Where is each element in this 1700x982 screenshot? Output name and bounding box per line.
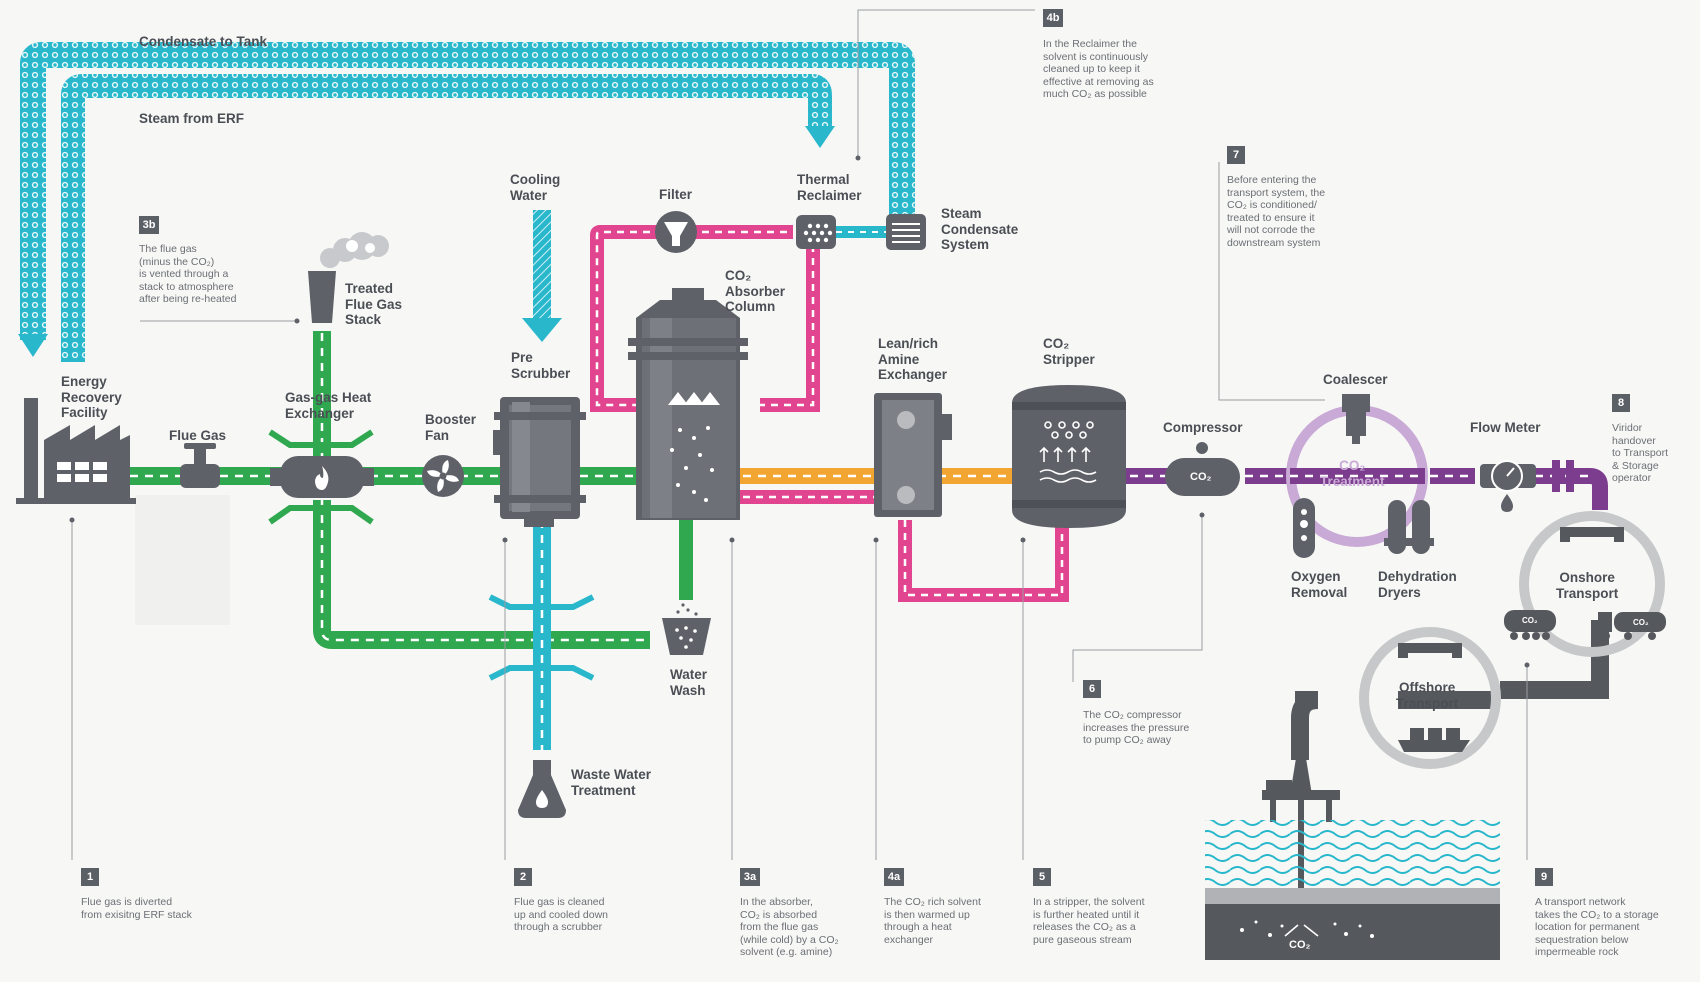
badge-3b: 3b [139,216,159,234]
label-treated-flue-gas-stack: Treated Flue Gas Stack [345,281,403,327]
label-lean-rich-amine-exchanger: Lean/rich Amine Exchanger [878,336,948,382]
note-4a: The CO₂ rich solvent is then warmed up t… [884,896,981,946]
label-waste-water-treatment: Waste Water Treatment [571,767,652,798]
label-steam-condensate-system: Steam Condensate System [941,206,1019,252]
seabed-co2-tag: CO₂ [1289,939,1311,951]
cooling-water-line [522,210,562,750]
steam-condensate-system [886,214,926,250]
condensate-loop [18,42,915,357]
label-cooling-water: Cooling Water [510,172,561,203]
flue-gas-valve [180,443,220,488]
oxygen-removal [1293,498,1315,558]
label-energy-recovery-facility: Energy Recovery Facility [61,374,122,420]
waste-water-treatment [518,760,566,818]
note-3b: The flue gas (minus the CO₂) is vented t… [139,243,237,306]
label-co2-treatment: CO₂ Treatment [1320,458,1385,489]
background-watermark [135,495,230,625]
co2-stripper [1012,385,1126,528]
label-co2-absorber-column: CO₂ Absorber Column [725,268,786,314]
label-flue-gas: Flue Gas [169,428,227,443]
note-9: A transport network takes the CO₂ to a s… [1535,896,1659,959]
energy-recovery-facility [16,398,136,504]
note-7: Before entering the transport system, th… [1227,174,1326,249]
badge-7: 7 [1227,146,1245,164]
label-co2-stripper: CO₂ Stripper [1043,336,1095,367]
compressor [1165,442,1240,496]
label-compressor: Compressor [1163,420,1243,435]
badge-5: 5 [1033,868,1051,886]
note-6: The CO₂ compressor increases the pressur… [1083,709,1190,747]
note-2: Flue gas is cleaned up and cooled down t… [514,896,608,934]
note-3a: In the absorber, CO₂ is absorbed from th… [740,896,839,959]
offshore-transport [1359,627,1501,769]
badge-4a: 4a [884,868,904,886]
thermal-reclaimer [796,215,888,249]
sea [1205,820,1500,960]
gas-gas-heat-exchanger [268,429,374,525]
booster-fan [422,455,464,497]
badge-2: 2 [514,868,532,886]
badge-8: 8 [1612,394,1630,412]
label-pre-scrubber: Pre Scrubber [511,350,571,381]
label-thermal-reclaimer: Thermal Reclaimer [797,172,862,203]
badge-9: 9 [1535,868,1553,886]
label-offshore-transport: Offshore Transport [1396,680,1459,711]
label-coalescer: Coalescer [1323,372,1388,387]
badge-4b: 4b [1043,9,1063,27]
compressor-co2-tag: CO₂ [1190,471,1212,483]
note-4b: In the Reclaimer the solvent is continuo… [1043,38,1154,101]
flow-meter [1480,460,1536,512]
pre-scrubber [488,397,595,681]
coalescer [1342,394,1370,444]
note-5: In a stripper, the solvent is further he… [1033,896,1145,946]
truck-co2-tag: CO₂ [1633,618,1649,627]
onshore-transport [1504,511,1666,657]
badge-1: 1 [81,868,99,886]
steam-loop [61,74,835,362]
dehydration-dryers [1384,500,1434,554]
lean-rich-amine-exchanger [874,393,952,517]
label-condensate-to-tank: Condensate to Tank [139,34,268,49]
label-gas-gas-heat-exchanger: Gas-gas Heat Exchanger [285,390,372,421]
label-steam-from-erf: Steam from ERF [139,111,245,126]
treated-flue-gas-stack [308,232,389,323]
co2-line [1115,468,1608,510]
label-dehydration-dryers: Dehydration Dryers [1378,569,1457,600]
co2-absorber-column [628,288,748,520]
water-wash [662,603,711,655]
label-booster-fan: Booster Fan [425,412,477,443]
badge-6: 6 [1083,680,1101,698]
label-filter: Filter [659,187,693,202]
rail-co2-tag: CO₂ [1522,616,1538,625]
note-1: Flue gas is diverted from exisitng ERF s… [81,896,192,921]
badge-3a: 3a [740,868,760,886]
leader-lines [71,9,1528,860]
note-8: Viridor handover to Transport & Storage … [1612,422,1669,485]
label-oxygen-removal: Oxygen Removal [1291,569,1348,600]
solvent-rich-line-inner [730,495,1064,597]
transport-pipes [1291,620,1609,760]
label-flow-meter: Flow Meter [1470,420,1541,435]
label-onshore-transport: Onshore Transport [1556,570,1619,601]
filter [655,211,697,253]
label-water-wash: Water Wash [670,667,708,698]
leader-dots [69,155,1530,668]
handover-valve [1552,460,1574,492]
